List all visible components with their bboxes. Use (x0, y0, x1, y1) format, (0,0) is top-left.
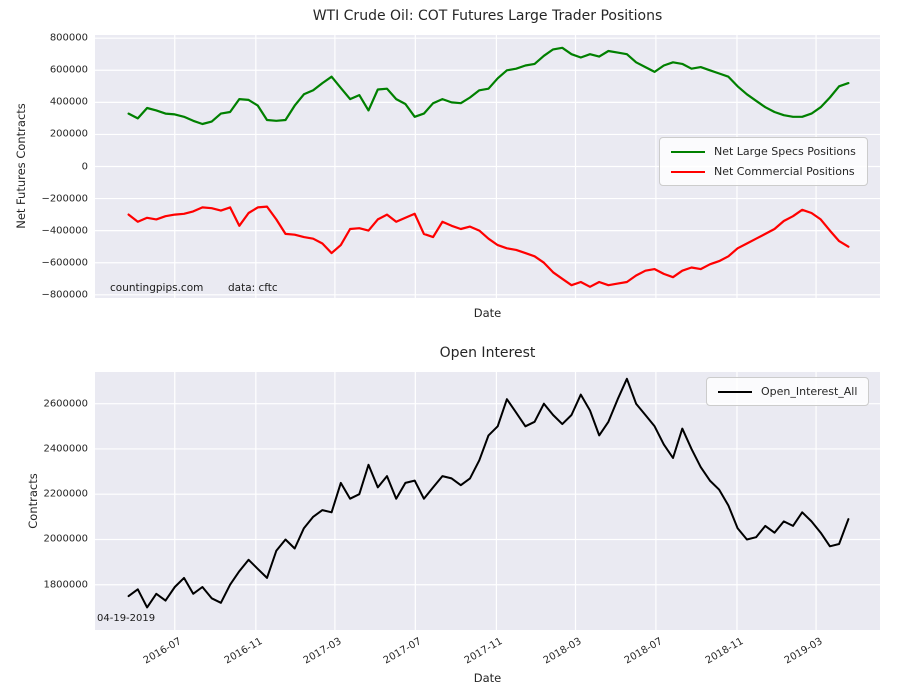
y-tick-label: 2600000 (43, 398, 88, 410)
legend-item-open-interest: Open_Interest_All (718, 385, 857, 398)
bottom-legend: Open_Interest_All (706, 377, 870, 406)
x-tick-label: 2016-11 (222, 636, 265, 667)
top-x-axis-label: Date (473, 306, 502, 320)
top-y-axis-label: Net Futures Contracts (14, 103, 28, 229)
y-tick-label: 2200000 (43, 488, 88, 500)
y-tick-label: 1800000 (43, 579, 88, 591)
last-date-annotation: 04-19-2019 (97, 613, 156, 624)
watermark-text: countingpips.com (110, 282, 204, 294)
y-tick-label: −200000 (41, 193, 88, 205)
data-source-note: data: cftc (228, 282, 278, 294)
x-tick-label: 2019-03 (782, 636, 825, 667)
legend-label: Open_Interest_All (761, 385, 858, 398)
series-line-open-interest-all (127, 377, 850, 609)
bottom-y-axis-label: Contracts (26, 473, 40, 529)
x-tick-label: 2018-11 (703, 636, 746, 667)
x-tick-label: 2017-11 (463, 636, 505, 667)
bottom-chart-title: Open Interest (439, 345, 536, 361)
green-line-swatch (671, 150, 705, 153)
x-tick-label: 2017-07 (382, 636, 424, 667)
y-tick-label: 0 (81, 161, 88, 172)
top-legend: Net Large Specs Positions Net Commercial… (659, 137, 868, 186)
y-tick-label: 600000 (49, 64, 88, 76)
x-tick-label: 2017-03 (301, 636, 344, 667)
bottom-x-axis-label: Date (473, 671, 502, 685)
bottom-plot-area (95, 372, 880, 630)
y-tick-label: 200000 (49, 128, 88, 140)
series-line-net-large-specs-positions (127, 46, 850, 126)
y-tick-label: −800000 (41, 289, 88, 301)
x-tick-label: 2018-07 (622, 636, 665, 667)
y-tick-label: 400000 (49, 96, 88, 108)
legend-item-large-specs: Net Large Specs Positions (671, 145, 856, 158)
y-tick-label: −400000 (41, 225, 88, 237)
x-tick-label: 2016-07 (141, 636, 184, 667)
y-tick-label: −600000 (41, 257, 88, 269)
x-tick-label: 2018-03 (542, 636, 584, 667)
legend-item-commercial: Net Commercial Positions (671, 165, 856, 178)
top-chart-title: WTI Crude Oil: COT Futures Large Trader … (312, 8, 663, 24)
y-tick-label: 2400000 (43, 443, 88, 455)
y-tick-label: 800000 (49, 32, 88, 44)
legend-label: Net Large Specs Positions (714, 145, 856, 158)
series-line-net-commercial-positions (127, 205, 850, 288)
red-line-swatch (671, 170, 705, 173)
black-line-swatch (718, 390, 752, 393)
legend-label: Net Commercial Positions (714, 165, 855, 178)
y-tick-label: 2000000 (43, 533, 88, 545)
